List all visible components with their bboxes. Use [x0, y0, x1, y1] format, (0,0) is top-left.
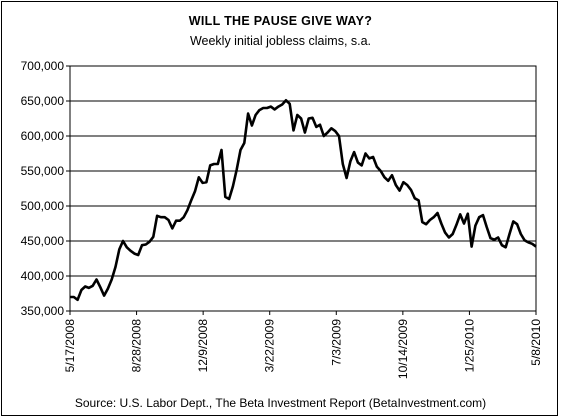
x-tick-label: 3/22/2009 [263, 319, 277, 373]
y-tick-label: 700,000 [21, 59, 65, 73]
x-tick-label: 8/28/2008 [130, 319, 144, 373]
x-tick-label: 5/8/2010 [529, 319, 543, 366]
series-line [70, 99, 537, 302]
y-tick-label: 600,000 [21, 129, 65, 143]
chart-title: WILL THE PAUSE GIVE WAY? [188, 14, 373, 28]
y-axis-ticks: 350,000 400,000 450,000 500,000 550,000 600,0… [21, 59, 70, 318]
y-tick-label: 500,000 [21, 199, 65, 213]
y-tick-label: 400,000 [21, 269, 65, 283]
chart-source: Source: U.S. Labor Dept., The Beta Inves… [74, 396, 487, 410]
y-tick-label: 450,000 [21, 234, 65, 248]
series-lines [70, 99, 537, 302]
x-tick-label: 7/3/2009 [329, 319, 343, 366]
x-tick-label: 10/14/2009 [396, 319, 410, 379]
y-tick-label: 650,000 [21, 94, 65, 108]
gridlines [70, 65, 536, 312]
plot-area-border [69, 65, 537, 312]
y-tick-label: 550,000 [21, 164, 65, 178]
x-tick-label: 12/9/2008 [196, 319, 210, 373]
x-tick-label: 1/25/2010 [462, 319, 476, 373]
chart-subtitle: Weekly initial jobless claims, s.a. [189, 34, 372, 48]
y-tick-label: 350,000 [21, 304, 65, 318]
x-axis-ticks: 5/17/2008 8/28/2008 12/9/2008 3/22/2009 7/3/… [63, 311, 543, 379]
x-tick-label: 5/17/2008 [63, 319, 77, 373]
